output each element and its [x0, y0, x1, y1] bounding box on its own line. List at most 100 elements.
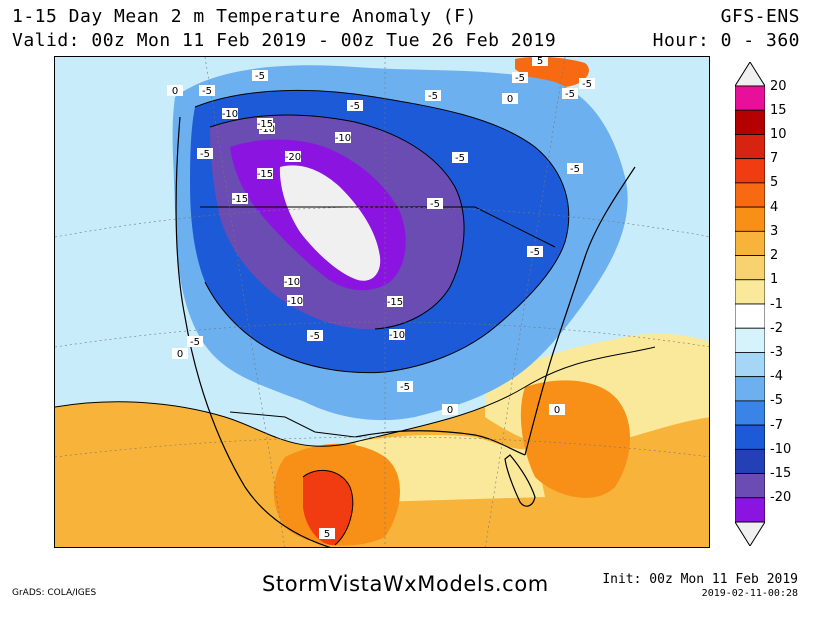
anomaly-contour-plus5	[302, 469, 354, 546]
color-scale-tick-label: -7	[770, 417, 783, 433]
contour-label-background	[287, 295, 303, 306]
website-credit: StormVistaWxModels.com	[262, 572, 549, 596]
color-scale-arrow-top	[735, 62, 765, 87]
contour-label-background	[397, 381, 413, 392]
color-scale-tick-label: 7	[770, 151, 779, 167]
anomaly-contour-minus5	[194, 89, 570, 374]
contour-label: -15	[387, 297, 403, 308]
contour-label-background	[252, 70, 268, 81]
color-scale-cell	[735, 352, 765, 378]
contour-label: -5	[570, 164, 580, 175]
contour-label-background	[502, 93, 518, 104]
border-us-canada	[200, 206, 556, 248]
color-scale-cell	[735, 448, 765, 474]
florida-peninsula	[504, 454, 536, 507]
contour-label-background	[257, 118, 273, 129]
color-scale-bar	[735, 62, 765, 546]
color-scale-tick-label: 2	[770, 248, 779, 264]
contour-label: -20	[285, 152, 301, 163]
contour-label: -5	[515, 73, 525, 84]
color-scale-cell	[735, 327, 765, 353]
color-scale-tick-label: -10	[770, 441, 792, 457]
anomaly-contour-zero	[55, 346, 656, 447]
contour-label: -10	[287, 296, 303, 307]
contour-label-background	[199, 85, 215, 96]
contour-label: -5	[565, 89, 575, 100]
anomaly-shade-mexico-hot	[303, 470, 353, 546]
color-scale-cell	[735, 85, 765, 111]
contour-label: -5	[200, 149, 210, 160]
contour-label-background	[579, 78, 595, 89]
color-scale-cell	[735, 158, 765, 184]
contour-label: -5	[400, 382, 410, 393]
color-scale-cell	[735, 182, 765, 208]
contour-label-background	[335, 132, 351, 143]
contour-label: -10	[222, 109, 238, 120]
generation-timestamp: 2019-02-11-00:28	[701, 588, 798, 599]
contour-label-background	[222, 108, 238, 119]
forecast-hour-range: Hour: 0 - 360	[652, 30, 800, 51]
valid-period: Valid: 00z Mon 11 Feb 2019 - 00z Tue 26 …	[12, 30, 557, 51]
color-scale-tick-label: 4	[770, 199, 779, 215]
contour-label: 5	[537, 57, 543, 67]
contour-label: 0	[507, 94, 513, 105]
contour-label-background	[347, 100, 363, 111]
contour-label: -10	[259, 124, 275, 135]
contour-label: -5	[202, 86, 212, 97]
contour-labels: -5-5-5-5-5-5-5-5-5-5-5-5-5-5-5-10-10-10-…	[167, 57, 595, 540]
contour-label: -5	[455, 153, 465, 164]
color-scale-arrow-bottom	[735, 521, 765, 546]
contour-label-background	[512, 72, 528, 83]
contour-label-background	[425, 90, 441, 101]
contour-label: 0	[447, 405, 453, 416]
latitude-line	[55, 436, 709, 458]
contour-label: 0	[554, 405, 560, 416]
color-scale-tick-label: -2	[770, 320, 783, 336]
color-scale-cell	[735, 424, 765, 450]
contour-label: -10	[389, 330, 405, 341]
latitude-line	[55, 321, 709, 348]
color-scale-tick-label: -1	[770, 296, 783, 312]
contour-label-background	[307, 330, 323, 341]
software-credit: GrADS: COLA/IGES	[12, 588, 97, 598]
anomaly-map: -5 -5 -5 -5 -5 -5 -5 -5 -5 -5 -5 -5 -5 -5 -5 -10 -10 -10-…	[54, 56, 710, 548]
contour-label-background	[197, 148, 213, 159]
contour-label-background	[319, 528, 335, 539]
color-scale-cell	[735, 400, 765, 426]
contour-label: 5	[324, 529, 330, 540]
color-scale-cell	[735, 303, 765, 329]
color-scale-cell	[735, 206, 765, 232]
contour-label: 0	[177, 349, 183, 360]
contour-label: -5	[310, 331, 320, 342]
map-title: 1-15 Day Mean 2 m Temperature Anomaly (F…	[12, 6, 477, 27]
contour-label-background	[532, 57, 548, 66]
color-scale-tick-label: -20	[770, 490, 792, 506]
color-scale-tick-label: 10	[770, 126, 787, 142]
latitude-line	[55, 206, 709, 238]
coastline-west	[175, 116, 331, 547]
color-scale-cell	[735, 230, 765, 256]
contour-label: -15	[257, 169, 273, 180]
color-scale-cell	[735, 497, 765, 523]
contour-label: -5	[530, 247, 540, 258]
contour-label-background	[232, 193, 248, 204]
contour-label-background	[527, 246, 543, 257]
contour-label-background	[442, 404, 458, 415]
color-scale-tick-label: 5	[770, 175, 779, 191]
contour-label-background	[257, 168, 273, 179]
color-scale-tick-label: 15	[770, 102, 787, 118]
contour-label: -5	[582, 79, 592, 90]
color-scale-tick-label: -15	[770, 466, 792, 482]
contour-label: -5	[255, 71, 265, 82]
contour-label: -10	[284, 277, 300, 288]
color-scale-tick-label: 1	[770, 272, 779, 288]
contour-label: -5	[430, 199, 440, 210]
contour-label: -5	[190, 337, 200, 348]
contour-label-background	[284, 276, 300, 287]
color-scale-tick-label: 3	[770, 223, 779, 239]
color-scale-cell	[735, 255, 765, 281]
contour-label-background	[389, 329, 405, 340]
contour-label-background	[452, 152, 468, 163]
contour-label-background	[427, 198, 443, 209]
anomaly-shade-atlantic-warm	[520, 380, 630, 498]
